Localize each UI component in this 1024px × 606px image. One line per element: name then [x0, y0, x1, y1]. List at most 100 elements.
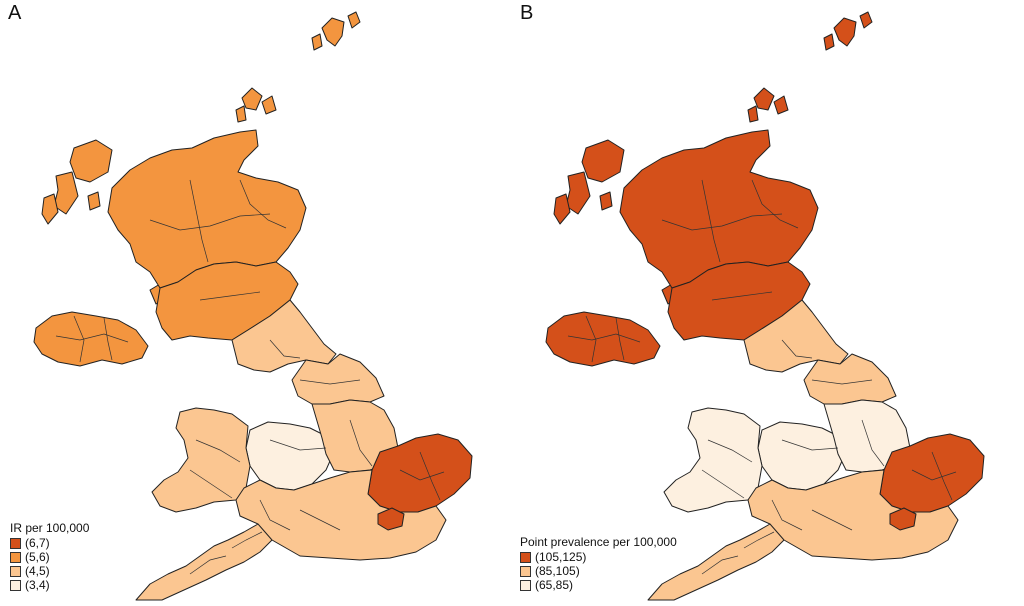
district-boundary: [299, 379, 361, 385]
region-islands: [565, 171, 591, 215]
legend-label: (3,4): [25, 578, 50, 592]
region-islands: [235, 105, 247, 123]
region-yorkshire: [291, 353, 385, 405]
map-panel-a: A IR per 100,000 (6,7) (5,6) (4,5) (3,4): [8, 2, 473, 601]
district-boundary: [189, 179, 209, 263]
map-panel-b: B Point prevalence per 100,000 (105,125)…: [512, 0, 1024, 606]
uk-map: [33, 11, 473, 601]
district-boundary: [269, 339, 301, 359]
district-boundary: [55, 333, 129, 343]
legend-label: (5,6): [25, 550, 50, 564]
region-south-west: [135, 523, 273, 601]
legend-swatch: [520, 565, 531, 577]
district-boundary: [771, 499, 803, 531]
legend-label: (85,105): [535, 564, 580, 578]
legend-item: (5,6): [10, 550, 89, 564]
district-boundary: [707, 439, 753, 463]
panel-label: B: [520, 2, 534, 24]
region-islands: [753, 87, 775, 111]
legend-title: Point prevalence per 100,000: [520, 535, 677, 549]
region-islands: [581, 139, 625, 183]
region-islands: [859, 11, 873, 29]
legend-swatch: [10, 537, 21, 549]
district-boundary: [701, 469, 745, 499]
legend-label: (6,7): [25, 536, 50, 550]
region-wales: [663, 407, 763, 513]
region-north-england: [743, 299, 849, 373]
legend-item: (6,7): [10, 536, 89, 550]
legend-swatch: [10, 579, 21, 591]
district-boundary: [585, 315, 597, 363]
district-boundary: [199, 291, 261, 301]
region-scotland: [107, 129, 307, 289]
legend-item: (65,85): [520, 578, 677, 592]
district-boundary: [661, 213, 783, 231]
region-northern-ireland: [33, 311, 149, 367]
region-islands: [321, 17, 345, 47]
district-boundary: [149, 213, 271, 231]
region-london: [889, 507, 917, 531]
district-boundary: [189, 555, 227, 575]
region-islands: [261, 95, 277, 115]
district-boundary: [701, 555, 739, 575]
district-boundary: [931, 451, 953, 501]
region-islands: [241, 87, 263, 111]
district-boundary: [781, 339, 813, 359]
region-islands: [553, 193, 571, 225]
district-boundary: [861, 419, 885, 467]
legend-item: (3,4): [10, 578, 89, 592]
district-boundary: [811, 509, 853, 531]
region-west-midlands: [245, 421, 335, 491]
legend-item: (105,125): [520, 550, 677, 564]
region-west-midlands: [757, 421, 847, 491]
region-islands: [823, 33, 835, 51]
region-scotland: [619, 129, 819, 289]
district-boundary: [911, 469, 957, 481]
region-islands: [87, 191, 101, 211]
district-boundary: [399, 469, 445, 481]
region-northern-ireland: [545, 311, 661, 367]
region-islands: [773, 95, 789, 115]
region-london: [377, 507, 405, 531]
district-boundary: [259, 499, 291, 531]
legend-swatch: [520, 579, 531, 591]
legend-item: (85,105): [520, 564, 677, 578]
legend-item: (4,5): [10, 564, 89, 578]
region-islands: [311, 33, 323, 51]
district-boundary: [701, 179, 721, 263]
district-boundary: [195, 439, 241, 463]
legend-title: IR per 100,000: [10, 521, 90, 535]
district-boundary: [781, 439, 839, 451]
map-legend: Point prevalence per 100,000 (105,125) (…: [520, 535, 677, 592]
region-north-england: [231, 299, 337, 373]
district-boundary: [189, 469, 233, 499]
district-boundary: [231, 531, 263, 549]
district-boundary: [751, 179, 799, 229]
region-islands: [41, 193, 59, 225]
district-boundary: [299, 509, 341, 531]
region-islands: [69, 139, 113, 183]
legend-swatch: [10, 565, 21, 577]
district-boundary: [103, 317, 113, 361]
region-south-east: [235, 469, 447, 561]
region-wales: [151, 407, 251, 513]
map-legend: IR per 100,000 (6,7) (5,6) (4,5) (3,4): [10, 521, 89, 592]
legend-swatch: [10, 551, 21, 563]
district-boundary: [567, 333, 641, 343]
district-boundary: [743, 531, 775, 549]
region-islands: [53, 171, 79, 215]
district-boundary: [711, 291, 773, 301]
region-yorkshire: [803, 353, 897, 405]
region-islands: [833, 17, 857, 47]
district-boundary: [73, 315, 85, 363]
region-islands: [599, 191, 613, 211]
panel-label: A: [8, 2, 22, 24]
legend-label: (65,85): [535, 578, 574, 592]
uk-map: [545, 11, 985, 601]
legend-label: (105,125): [535, 550, 587, 564]
legend-label: (4,5): [25, 564, 50, 578]
district-boundary: [419, 451, 441, 501]
district-boundary: [811, 379, 873, 385]
district-boundary: [349, 419, 373, 467]
district-boundary: [269, 439, 327, 451]
